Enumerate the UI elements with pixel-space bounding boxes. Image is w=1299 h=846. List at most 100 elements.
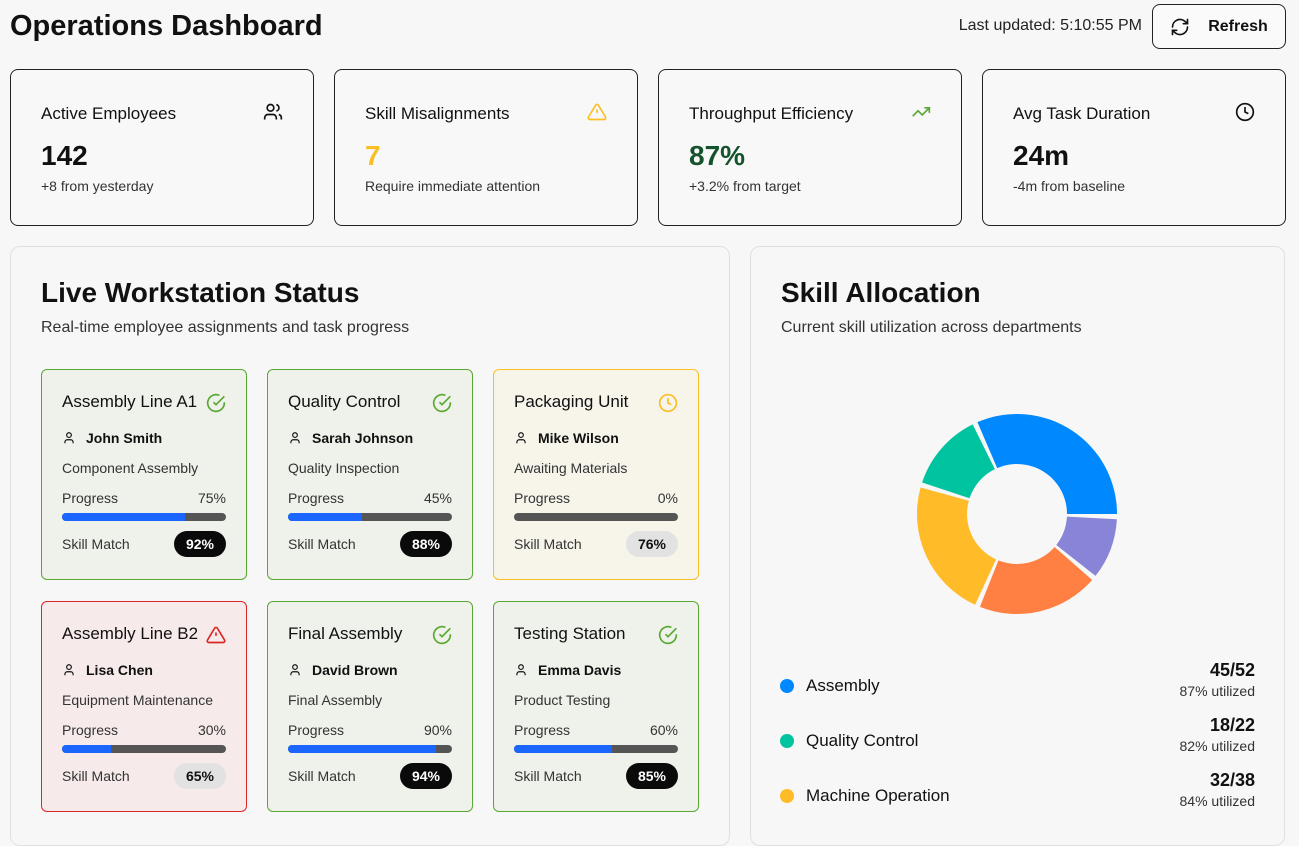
stat-label: Throughput Efficiency — [689, 104, 854, 123]
skill-panel: Skill Allocation Current skill utilizati… — [750, 246, 1285, 846]
progress-value: 30% — [197, 722, 226, 738]
trending-up-icon — [911, 102, 931, 127]
progress-value: 75% — [197, 490, 226, 506]
legend-name: Assembly — [806, 675, 880, 695]
progress-label: Progress — [288, 722, 345, 738]
stat-value: 142 — [41, 140, 88, 171]
employee-name: David Brown — [312, 662, 398, 678]
progress-label: Progress — [62, 490, 119, 506]
progress-label: Progress — [514, 490, 571, 506]
legend-name: Machine Operation — [806, 785, 950, 805]
alert-triangle-icon — [206, 625, 226, 650]
workstation-card[interactable]: Packaging Unit Mike Wilson Awaiting Mate… — [493, 369, 699, 580]
stat-value: 87% — [689, 140, 746, 171]
employee-name: Lisa Chen — [86, 662, 153, 678]
employee-name: Emma Davis — [538, 662, 622, 678]
legend-dot — [780, 733, 794, 748]
task-name: Quality Inspection — [288, 460, 400, 476]
task-name: Equipment Maintenance — [62, 692, 213, 708]
legend-dot — [780, 678, 794, 693]
legend-dot — [780, 788, 794, 803]
stat-value: 7 — [365, 140, 381, 171]
donut-slice-assembly[interactable] — [977, 414, 1117, 514]
stat-subtext: +8 from yesterday — [41, 178, 154, 194]
task-name: Product Testing — [514, 692, 611, 708]
progress-bar — [62, 745, 226, 753]
stat-subtext: Require immediate attention — [365, 178, 541, 194]
stat-value: 24m — [1013, 140, 1070, 171]
progress-value: 45% — [423, 490, 452, 506]
legend-utilized: 87% utilized — [1179, 683, 1256, 699]
workstation-name: Quality Control — [288, 392, 401, 411]
stat-subtext: -4m from baseline — [1013, 178, 1126, 194]
skill-match-badge: 65% — [173, 763, 226, 789]
user-icon — [290, 664, 300, 676]
stat-card: Throughput Efficiency 87% +3.2% from tar… — [658, 69, 962, 226]
progress-label: Progress — [514, 722, 571, 738]
workstation-title: Live Workstation Status — [41, 277, 360, 308]
workstation-card[interactable]: Final Assembly David Brown Final Assembl… — [267, 601, 473, 812]
workstation-card[interactable]: Assembly Line B2 Lisa Chen Equipment Mai… — [41, 601, 247, 812]
alert-triangle-icon — [587, 102, 607, 127]
skill-title: Skill Allocation — [781, 277, 981, 308]
legend-utilized: 82% utilized — [1179, 738, 1256, 754]
progress-value: 90% — [423, 722, 452, 738]
workstation-name: Assembly Line A1 — [62, 392, 198, 411]
users-icon — [263, 102, 283, 127]
donut-slice-quality-control[interactable] — [922, 424, 995, 499]
stat-card: Skill Misalignments 7 Require immediate … — [334, 69, 638, 226]
clock-icon — [1235, 102, 1255, 127]
skill-match-badge: 85% — [625, 763, 678, 789]
stat-card: Active Employees 142 +8 from yesterday — [10, 69, 314, 226]
progress-fill — [62, 745, 112, 753]
legend-name: Quality Control — [806, 730, 919, 750]
legend-item: Quality Control 18/22 82% utilized — [780, 715, 1255, 754]
check-circle-icon — [206, 393, 226, 418]
progress-bar — [288, 745, 452, 753]
employee-name: Mike Wilson — [538, 430, 619, 446]
stat-label: Avg Task Duration — [1013, 104, 1151, 123]
workstation-description: Real-time employee assignments and task … — [41, 319, 410, 336]
clock-icon — [658, 393, 678, 418]
legend-count: 32/38 — [1209, 770, 1255, 790]
legend-utilized: 84% utilized — [1179, 793, 1256, 809]
stat-label: Skill Misalignments — [365, 104, 510, 123]
legend-item: Machine Operation 32/38 84% utilized — [780, 770, 1255, 809]
user-icon — [516, 664, 526, 676]
page-title: Operations Dashboard — [10, 10, 323, 42]
check-circle-icon — [658, 625, 678, 650]
workstation-card[interactable]: Assembly Line A1 John Smith Component As… — [41, 369, 247, 580]
task-name: Component Assembly — [62, 460, 199, 476]
legend-count: 18/22 — [1209, 715, 1255, 735]
user-icon — [290, 432, 300, 444]
skill-match-label: Skill Match — [514, 768, 582, 784]
donut-slice[interactable] — [979, 546, 1093, 614]
skill-match-label: Skill Match — [514, 536, 582, 552]
progress-fill — [62, 513, 185, 521]
skill-match-badge: 76% — [625, 531, 678, 557]
donut-slice-machine-operation[interactable] — [917, 487, 997, 605]
progress-label: Progress — [62, 722, 119, 738]
workstation-name: Final Assembly — [288, 624, 403, 643]
employee-name: John Smith — [86, 430, 163, 446]
workstation-card[interactable]: Quality Control Sarah Johnson Quality In… — [267, 369, 473, 580]
refresh-button[interactable]: Refresh — [1152, 4, 1286, 49]
progress-bar — [288, 513, 452, 521]
skill-match-label: Skill Match — [62, 536, 130, 552]
progress-label: Progress — [288, 490, 345, 506]
employee-name: Sarah Johnson — [312, 430, 414, 446]
user-icon — [64, 664, 74, 676]
refresh-label: Refresh — [1208, 17, 1268, 35]
user-icon — [64, 432, 74, 444]
skill-match-badge: 92% — [173, 531, 226, 557]
skill-match-badge: 88% — [399, 531, 452, 557]
progress-fill — [514, 745, 613, 753]
donut-slice[interactable] — [1056, 516, 1117, 576]
task-name: Awaiting Materials — [514, 460, 628, 476]
user-icon — [516, 432, 526, 444]
check-circle-icon — [432, 393, 452, 418]
skill-description: Current skill utilization across departm… — [781, 319, 1082, 336]
workstation-card[interactable]: Testing Station Emma Davis Product Testi… — [493, 601, 699, 812]
refresh-icon — [1171, 18, 1189, 35]
check-circle-icon — [432, 625, 452, 650]
